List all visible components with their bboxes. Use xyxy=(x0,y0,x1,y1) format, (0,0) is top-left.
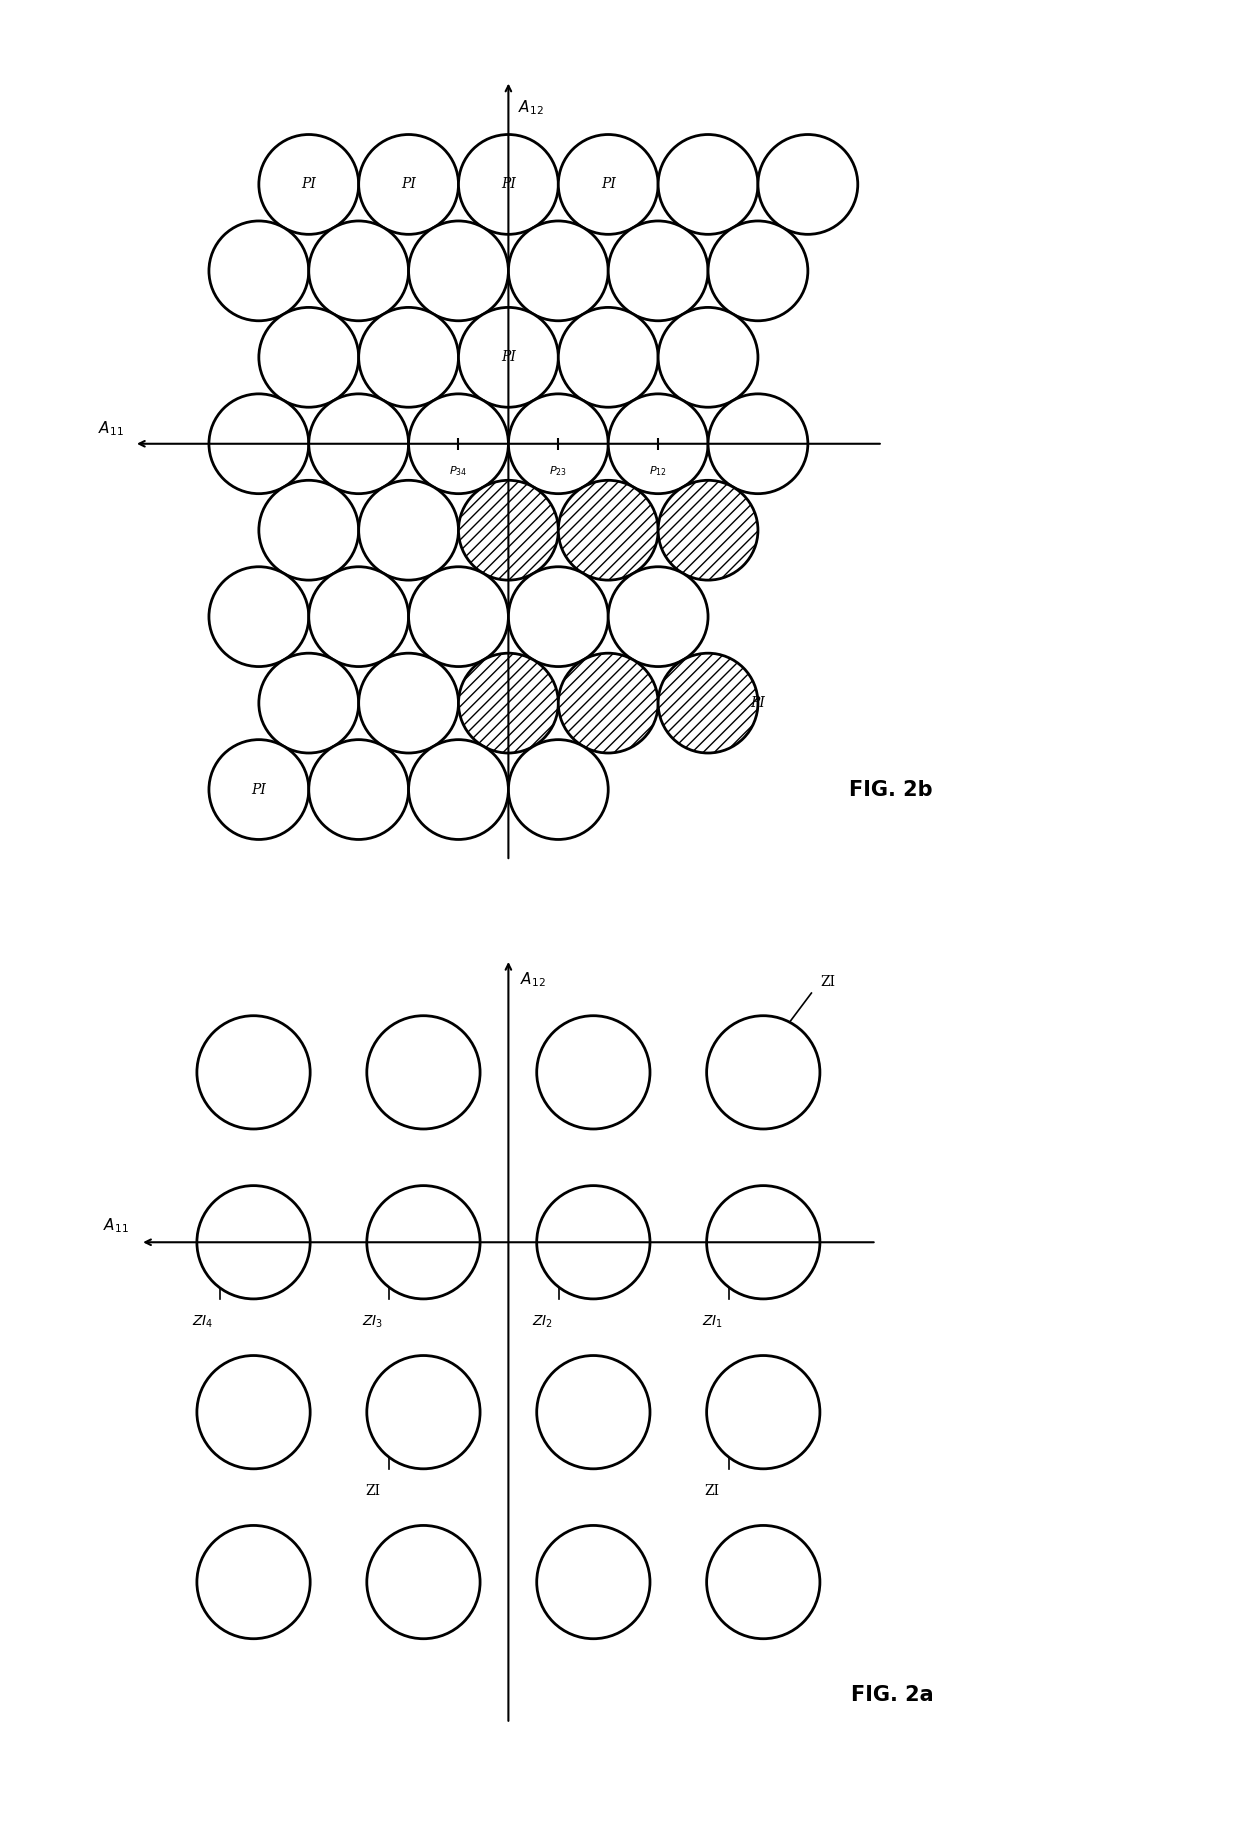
Circle shape xyxy=(537,1526,650,1639)
Text: PI: PI xyxy=(501,177,516,192)
Circle shape xyxy=(558,480,658,580)
Circle shape xyxy=(358,480,459,580)
Circle shape xyxy=(309,568,408,666)
Circle shape xyxy=(197,1186,310,1299)
Circle shape xyxy=(197,1356,310,1469)
Text: ZI: ZI xyxy=(365,1484,379,1498)
Text: PI: PI xyxy=(252,783,267,796)
Circle shape xyxy=(408,221,508,321)
Circle shape xyxy=(208,394,309,495)
Circle shape xyxy=(459,135,558,234)
Text: ZI: ZI xyxy=(820,975,835,989)
Circle shape xyxy=(508,221,609,321)
Circle shape xyxy=(609,568,708,666)
Text: $P_{34}$: $P_{34}$ xyxy=(449,464,467,478)
Circle shape xyxy=(508,739,609,840)
Text: $A_{11}$: $A_{11}$ xyxy=(103,1215,129,1236)
Circle shape xyxy=(508,394,609,495)
Circle shape xyxy=(259,480,358,580)
Text: FIG. 2b: FIG. 2b xyxy=(849,779,932,799)
Circle shape xyxy=(707,1186,820,1299)
Circle shape xyxy=(558,653,658,754)
Circle shape xyxy=(658,480,758,580)
Circle shape xyxy=(658,653,758,754)
Circle shape xyxy=(707,1356,820,1469)
Circle shape xyxy=(259,135,358,234)
Circle shape xyxy=(367,1186,480,1299)
Circle shape xyxy=(708,394,808,495)
Circle shape xyxy=(367,1526,480,1639)
Text: PI: PI xyxy=(402,177,415,192)
Circle shape xyxy=(208,221,309,321)
Circle shape xyxy=(558,135,658,234)
Circle shape xyxy=(408,394,508,495)
Text: PI: PI xyxy=(750,695,765,710)
Circle shape xyxy=(537,1186,650,1299)
Text: $A_{12}$: $A_{12}$ xyxy=(520,971,546,989)
Circle shape xyxy=(707,1526,820,1639)
Circle shape xyxy=(658,307,758,407)
Circle shape xyxy=(358,653,459,754)
Text: $A_{12}$: $A_{12}$ xyxy=(518,99,544,117)
Text: $ZI_2$: $ZI_2$ xyxy=(532,1314,553,1330)
Circle shape xyxy=(367,1017,480,1130)
Circle shape xyxy=(459,480,558,580)
Text: PI: PI xyxy=(501,350,516,365)
Text: $ZI_4$: $ZI_4$ xyxy=(192,1314,213,1330)
Circle shape xyxy=(358,307,459,407)
Circle shape xyxy=(197,1526,310,1639)
Circle shape xyxy=(309,221,408,321)
Circle shape xyxy=(208,568,309,666)
Text: $ZI_3$: $ZI_3$ xyxy=(362,1314,383,1330)
Circle shape xyxy=(658,135,758,234)
Circle shape xyxy=(408,568,508,666)
Circle shape xyxy=(309,739,408,840)
Circle shape xyxy=(197,1017,310,1130)
Text: $A_{11}$: $A_{11}$ xyxy=(98,420,124,438)
Circle shape xyxy=(459,653,558,754)
Circle shape xyxy=(459,307,558,407)
Circle shape xyxy=(259,307,358,407)
Circle shape xyxy=(558,307,658,407)
Text: ZI: ZI xyxy=(704,1484,719,1498)
Text: $ZI_1$: $ZI_1$ xyxy=(702,1314,723,1330)
Text: $P_{12}$: $P_{12}$ xyxy=(650,464,667,478)
Text: PI: PI xyxy=(301,177,316,192)
Circle shape xyxy=(367,1356,480,1469)
Text: $P_{23}$: $P_{23}$ xyxy=(549,464,567,478)
Circle shape xyxy=(708,221,808,321)
Circle shape xyxy=(707,1017,820,1130)
Text: FIG. 2a: FIG. 2a xyxy=(851,1684,934,1705)
Circle shape xyxy=(609,394,708,495)
Circle shape xyxy=(259,653,358,754)
Text: PI: PI xyxy=(601,177,615,192)
Circle shape xyxy=(537,1017,650,1130)
Circle shape xyxy=(408,739,508,840)
Circle shape xyxy=(537,1356,650,1469)
Circle shape xyxy=(208,739,309,840)
Circle shape xyxy=(358,135,459,234)
Circle shape xyxy=(309,394,408,495)
Circle shape xyxy=(609,221,708,321)
Circle shape xyxy=(508,568,609,666)
Circle shape xyxy=(758,135,858,234)
